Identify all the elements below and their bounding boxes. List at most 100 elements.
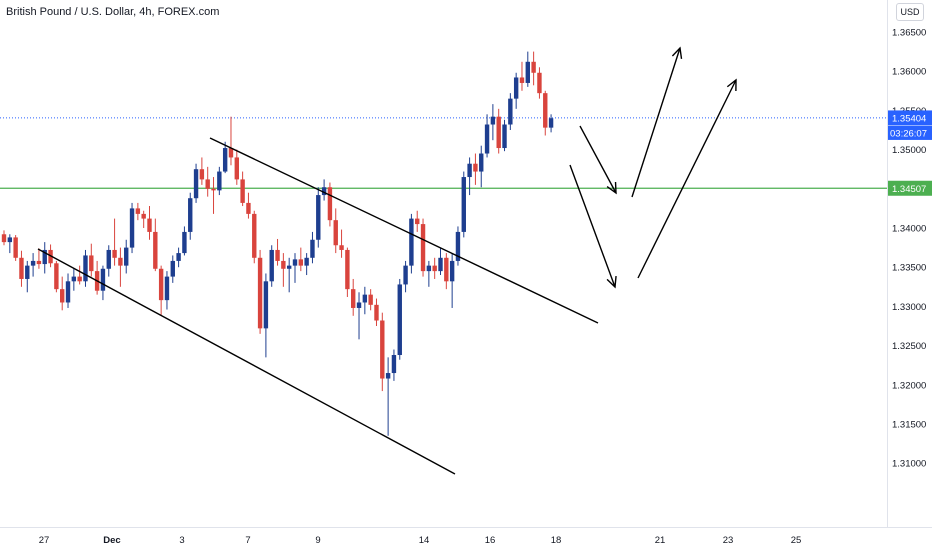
candle-body [222, 148, 228, 172]
candle-body [304, 257, 309, 266]
candle-body [141, 213, 146, 219]
x-tick-label: 9 [315, 535, 320, 546]
candle-body [426, 265, 432, 272]
candle-body [519, 77, 525, 83]
candle-body [525, 61, 530, 83]
candle-body [537, 72, 542, 94]
y-tick-label: 1.32500 [892, 341, 926, 352]
price-axis[interactable]: 1.365001.360001.355001.350001.345001.340… [892, 28, 926, 470]
candle-body [36, 260, 42, 265]
candle-body [211, 188, 216, 191]
y-tick-label: 1.34000 [892, 224, 926, 235]
candle-body [484, 124, 490, 154]
support-level-value: 1.34507 [892, 184, 926, 195]
candle-body [100, 268, 106, 291]
candle-body [449, 260, 455, 282]
x-tick-label: 25 [791, 535, 802, 546]
candle-body [339, 245, 344, 250]
candle-body [205, 179, 210, 189]
candle-body [391, 355, 397, 374]
candle-body [42, 249, 47, 265]
candle-body [543, 93, 548, 128]
candle-body [60, 289, 65, 303]
candle-body [374, 304, 379, 321]
countdown-tag [888, 125, 932, 140]
candle-body [409, 218, 414, 266]
candle-body [252, 213, 257, 258]
y-tick-label: 1.31500 [892, 420, 926, 431]
candle-body [234, 157, 239, 180]
candle-body [345, 249, 350, 290]
candle-body [135, 208, 141, 214]
y-tick-label: 1.32000 [892, 380, 926, 391]
arrow-head [606, 181, 617, 195]
candle-body [199, 169, 205, 180]
drawings-layer [37, 46, 737, 475]
candle-body [240, 179, 245, 203]
candle-body [170, 260, 175, 277]
candle-body [461, 177, 466, 232]
candles-layer [1, 51, 554, 436]
channel-upper-line [209, 137, 599, 324]
candle-body [13, 237, 18, 258]
x-tick-label: 14 [419, 535, 430, 546]
projection-arrow-long-down [569, 164, 616, 288]
candle-body [479, 153, 484, 172]
candle-body [164, 276, 170, 301]
candle-body [432, 265, 437, 272]
candle-body [298, 259, 304, 266]
candle-body [531, 61, 536, 73]
chart-title: British Pound / U.S. Dollar, 4h, FOREX.c… [6, 6, 220, 18]
countdown-value: 03:26:07 [890, 128, 927, 139]
candle-body [193, 169, 199, 199]
price-tags: 1.35404 03:26:07 1.34507 [888, 110, 932, 196]
candle-body [1, 234, 7, 243]
candle-body [124, 247, 129, 266]
y-tick-label: 1.33500 [892, 263, 926, 274]
candle-body [112, 249, 117, 258]
x-tick-label: Dec [103, 535, 120, 546]
x-tick-label: 27 [39, 535, 50, 546]
candle-body [327, 187, 333, 221]
y-tick-label: 1.31000 [892, 459, 926, 470]
candle-body [548, 118, 554, 128]
projection-arrow-long-up [637, 79, 737, 279]
candle-body [182, 231, 187, 254]
candle-body [269, 249, 274, 282]
last-price-tag [888, 110, 932, 126]
candle-body [25, 265, 30, 279]
support-level-tag [888, 180, 932, 196]
candle-body [473, 163, 478, 172]
candle-body [217, 171, 222, 191]
candle-body [176, 253, 181, 261]
candle-body [89, 255, 94, 272]
x-tick-label: 7 [245, 535, 250, 546]
arrow-head [671, 46, 683, 59]
time-axis[interactable]: 27 Dec 3 7 9 14 16 18 21 23 25 [39, 535, 802, 546]
channel-lower-line-1 [37, 248, 456, 475]
candle-body [263, 281, 269, 329]
candle-body [415, 218, 420, 225]
x-tick-label: 21 [655, 535, 666, 546]
candle-body [316, 195, 321, 240]
candle-body [356, 302, 362, 308]
candle-body [65, 281, 71, 303]
candle-body [362, 294, 368, 303]
currency-button[interactable]: USD [896, 3, 924, 21]
candle-body [83, 255, 88, 282]
candle-body [286, 265, 292, 269]
candle-body [257, 257, 263, 329]
candle-body [275, 249, 280, 261]
projection-arrow-short-down [579, 125, 617, 194]
candle-body [508, 98, 513, 125]
arrow-head [606, 275, 617, 289]
candle-body [129, 208, 135, 248]
candle-body [188, 198, 193, 232]
y-tick-label: 1.33000 [892, 302, 926, 313]
candle-body [403, 265, 408, 285]
candle-body [281, 260, 286, 269]
x-tick-label: 23 [723, 535, 734, 546]
candle-body [496, 116, 501, 149]
candle-body [158, 268, 164, 301]
